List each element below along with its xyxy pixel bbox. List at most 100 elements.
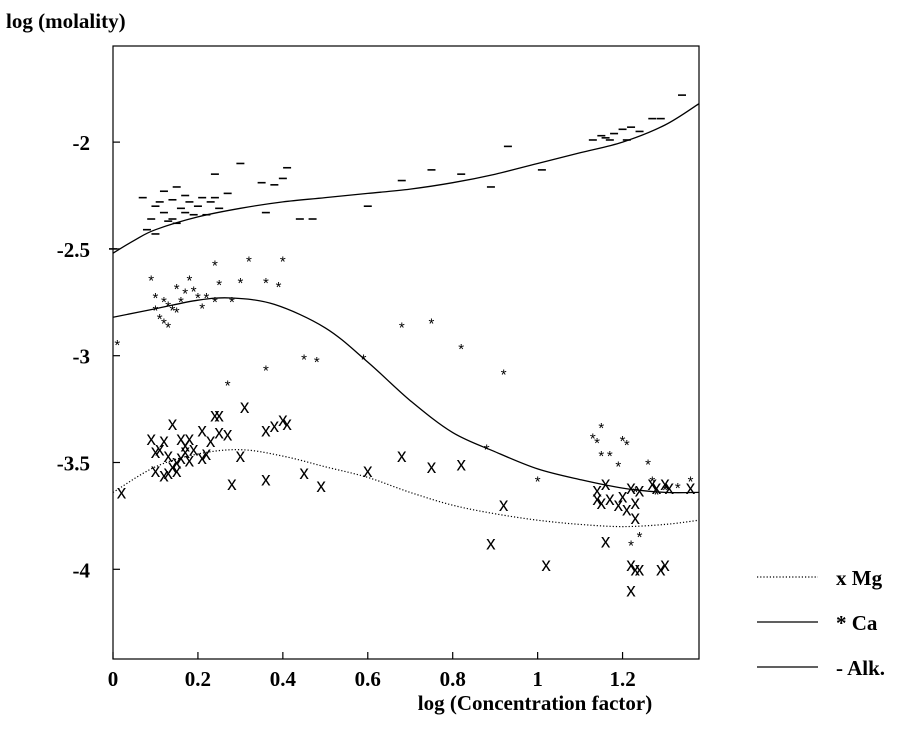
point-mg: x [214, 406, 224, 427]
plot-frame [112, 45, 700, 660]
x-tick-label: 1.2 [609, 667, 635, 691]
point-ca: * [598, 420, 604, 437]
point-ca: * [161, 294, 167, 311]
point-mg: x [227, 474, 237, 495]
x-tick-label: 0 [108, 667, 119, 691]
point-mg: x [626, 555, 636, 576]
point-mg: x [185, 450, 195, 471]
point-mg: x [151, 442, 161, 463]
point-ca: * [170, 303, 176, 320]
y-axis-label: log (molality) [6, 9, 126, 33]
point-ca: * [153, 303, 159, 320]
point-ca: * [165, 298, 171, 315]
point-ca: * [165, 320, 171, 337]
point-mg: x [214, 423, 224, 444]
point-mg: x [605, 489, 615, 510]
point-mg: x [660, 555, 670, 576]
y-ticks: -2 -2.5 -3 -3.5 -4 [57, 131, 120, 582]
y-tick-label: -3 [73, 345, 91, 369]
legend-label: - Alk. [836, 656, 885, 680]
point-mg: x [363, 461, 373, 482]
point-ca: * [607, 448, 613, 465]
point-ca: * [458, 341, 464, 358]
point-ca: * [237, 275, 243, 292]
point-mg: x [622, 499, 632, 520]
point-mg: x [601, 532, 611, 553]
point-mg: x [626, 581, 636, 602]
point-mg: x [427, 457, 437, 478]
point-mg: x [210, 406, 220, 427]
x-axis-label: log (Concentration factor) [418, 691, 652, 715]
point-ca: * [301, 352, 307, 369]
point-ca: * [645, 456, 651, 473]
point-mg: x [117, 482, 127, 503]
curve-ca [113, 297, 699, 494]
point-mg: x [631, 508, 641, 529]
point-ca: * [662, 482, 668, 499]
point-mg: x [648, 474, 658, 495]
point-ca: * [191, 283, 197, 300]
point-mg: x [261, 420, 271, 441]
point-mg: x [635, 480, 645, 501]
point-mg: x [316, 476, 326, 497]
point-ca: * [263, 275, 269, 292]
point-ca: * [187, 273, 193, 290]
point-mg: x [397, 446, 407, 467]
point-mg: x [278, 410, 288, 431]
point-mg: x [189, 440, 199, 461]
point-ca: * [628, 538, 634, 555]
point-ca: * [178, 294, 184, 311]
point-ca: * [199, 300, 205, 317]
y-tick-label: -2 [73, 131, 91, 155]
point-ca: * [182, 285, 188, 302]
point-ca: * [590, 431, 596, 448]
point-mg: x [626, 478, 636, 499]
point-mg: x [151, 461, 161, 482]
data-points: xxxxxxxxxxxxxxxxxxxxxxxxxxxxxxxxxxxxxxxx… [109, 94, 696, 602]
y-tick-label: -2.5 [57, 238, 90, 262]
point-ca: * [212, 294, 218, 311]
point-mg: x [185, 429, 195, 450]
point-mg: x [180, 435, 190, 456]
point-mg: x [180, 442, 190, 463]
point-ca: * [632, 484, 638, 501]
point-ca: * [598, 448, 604, 465]
point-ca: * [174, 281, 180, 298]
point-mg: x [541, 555, 551, 576]
point-mg: x [168, 414, 178, 435]
point-mg: x [660, 474, 670, 495]
point-mg: x [652, 478, 662, 499]
point-mg: x [197, 420, 207, 441]
point-mg: x [282, 414, 292, 435]
curve-alk [113, 103, 699, 254]
point-ca: * [216, 277, 222, 294]
x-tick-label: 0.4 [270, 667, 297, 691]
point-ca: * [225, 377, 231, 394]
point-mg: x [172, 452, 182, 473]
point-mg: x [202, 444, 212, 465]
point-ca: * [501, 367, 507, 384]
point-mg: x [592, 489, 602, 510]
point-ca: * [535, 473, 541, 490]
point-mg: x [456, 455, 466, 476]
point-ca: * [212, 258, 218, 275]
point-ca: * [174, 305, 180, 322]
point-mg: x [240, 397, 250, 418]
point-mg: x [635, 559, 645, 580]
point-ca: * [688, 473, 694, 490]
point-mg: x [163, 446, 173, 467]
point-ca: * [675, 480, 681, 497]
legend: x Mg * Ca - Alk. [757, 566, 885, 680]
point-ca: * [276, 279, 282, 296]
point-mg: x [299, 463, 309, 484]
point-ca: * [148, 273, 154, 290]
point-ca: * [203, 290, 209, 307]
point-mg: x [631, 559, 641, 580]
x-tick-label: 0.2 [185, 667, 211, 691]
legend-label: x Mg [836, 566, 883, 590]
x-tick-label: 1 [532, 667, 543, 691]
point-ca: * [620, 433, 626, 450]
point-mg: x [236, 446, 246, 467]
point-ca: * [654, 486, 660, 503]
